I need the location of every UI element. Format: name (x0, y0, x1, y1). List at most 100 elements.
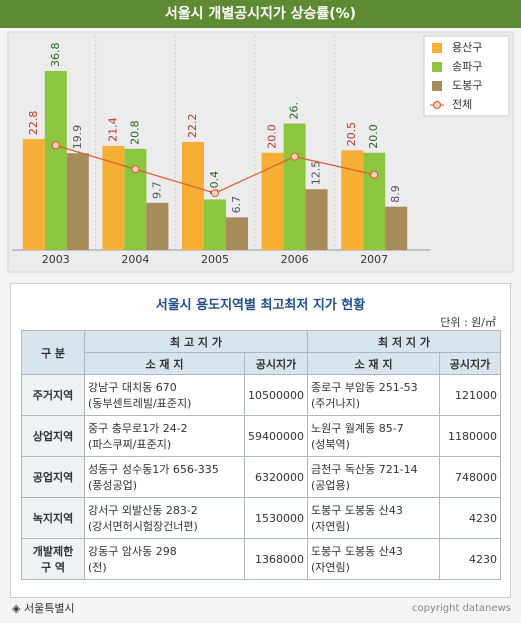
header-cell: 소 재 지 (84, 352, 245, 375)
value-label: 22.8 (27, 111, 40, 136)
cell-line: 녹지지역 (32, 512, 74, 525)
table-cell: 1180000 (439, 415, 501, 457)
header-cell: 공시지가 (243, 352, 308, 375)
cell-line: (전) (88, 561, 107, 574)
value-label: 26. (288, 102, 301, 120)
cell-line: 공업지역 (32, 471, 74, 484)
table-cell: 1530000 (243, 497, 308, 539)
cell-line: (주거나지) (310, 397, 361, 410)
table-title: 서울시 용도지역별 최고최저 지가 현황 (155, 298, 366, 313)
line-marker (290, 152, 299, 161)
table-cell: 59400000 (243, 415, 308, 457)
table-cell: 1368000 (243, 538, 308, 580)
cell-line: (성북역) (310, 438, 350, 451)
value-label: 9.7 (150, 181, 163, 199)
bar (182, 142, 204, 250)
cell-line: (파스쿠찌/표준지) (88, 438, 172, 451)
cell-line: (자연림) (310, 561, 350, 574)
bar (305, 189, 328, 250)
table-cell: 4230 (439, 538, 501, 580)
table-cell: 주거지역 (21, 374, 85, 416)
x-tick-label: 2004 (121, 253, 149, 266)
cell-line: 개발제한 (32, 545, 74, 558)
cell-line: 구 역 (40, 561, 66, 574)
table-cell: 노원구 월계동 85-7 (성북역) (306, 415, 441, 457)
table-cell: 상업지역 (21, 415, 85, 457)
table-cell: 도봉구 도봉동 산43 (자연림) (306, 497, 441, 539)
copyright: copyright datanews (412, 603, 511, 614)
bar (146, 202, 169, 250)
bar (226, 217, 248, 250)
table-cell: 4230 (439, 497, 501, 539)
value-label: 12.5 (310, 161, 323, 186)
table-cell: 6320000 (243, 456, 308, 498)
line-marker (211, 189, 219, 198)
table-cell: 121000 (439, 374, 501, 416)
value-label: 10.4 (208, 171, 221, 196)
table-row: 녹지지역 강서구 외발산동 283-2 (강서면허시험장건너편) 1530000 도봉구… (21, 497, 501, 539)
header-cell: 소 재 지 (306, 352, 441, 375)
x-tick-label: 2007 (360, 253, 388, 266)
x-tick-label: 2005 (201, 253, 229, 266)
cell-line: (풍성공업) (88, 479, 138, 492)
legend-marker (433, 101, 441, 109)
legend-swatch (432, 43, 442, 53)
value-label: 19.9 (71, 125, 84, 150)
table-row: 공업지역 성동구 성수동1가 656-335 (풍성공업) 6320000 금천구 독산… (21, 456, 501, 498)
bar (66, 153, 89, 250)
cell-line: 상업지역 (32, 430, 74, 443)
legend-label: 송파구 (452, 60, 482, 73)
table-cell: 10500000 (243, 374, 308, 416)
table-row: 상업지역 중구 충무로1가 24-2 (파스쿠찌/표준지) 59400000 노원구 월… (21, 415, 501, 457)
cell-line: 노원구 월계동 85-7 (310, 422, 404, 435)
bar (44, 71, 67, 250)
table-cell: 도봉구 도봉동 산43 (자연림) (306, 538, 441, 580)
value-label: 20.0 (266, 124, 279, 148)
chart: 2003 2004 2005 2006 2007 22.8 21.4 22.2 20.0 20.5… (7, 31, 514, 273)
cell-line: 도봉구 도봉동 산43 (310, 504, 403, 517)
unit-label: 단위 : 원/㎡ (440, 316, 496, 329)
x-tick-label: 2006 (281, 253, 309, 266)
cell-line: 종로구 부암동 251-53 (310, 381, 418, 394)
table-cell: 강동구 암사동 298 (전) (84, 538, 245, 580)
table-cell: 강서구 외발산동 283-2 (강서면허시험장건너편) (84, 497, 245, 539)
value-label: 20.0 (367, 124, 380, 148)
legend-label: 도봉구 (452, 79, 482, 92)
legend-label: 용산구 (452, 41, 482, 54)
cell-line: 도봉구 도봉동 산43 (310, 545, 403, 558)
table-cell: 종로구 부암동 251-53 (주거나지) (306, 374, 441, 416)
value-label: 21.4 (106, 117, 119, 141)
bar (385, 206, 408, 250)
bar (363, 152, 386, 250)
bar (261, 152, 284, 250)
line-marker (131, 165, 140, 174)
value-label: 20.8 (128, 120, 141, 145)
table-panel: 서울시 용도지역별 최고최저 지가 현황 단위 : 원/㎡ 구 분 최 고 지 … (10, 283, 511, 598)
legend-swatch (432, 81, 442, 91)
value-label: 6.7 (230, 196, 243, 214)
table-cell: 748000 (439, 456, 501, 498)
header-cell: 최 고 지 가 (84, 330, 308, 353)
chart-title: 서울시 개별공시지가 상승률(%) (0, 0, 521, 28)
header-cell: 공시지가 (439, 352, 501, 375)
cell-line: 주거지역 (32, 389, 74, 402)
table-cell: 강남구 대치동 670 (동부센트레빌/표준지) (84, 374, 245, 416)
cell-line: 강남구 대치동 670 (88, 381, 177, 394)
table-cell: 금천구 독산동 721-14 (공업용) (306, 456, 441, 498)
value-label: 8.9 (389, 185, 402, 203)
source: ◈ 서울특별시 (12, 602, 75, 615)
table-row: 주거지역 강남구 대치동 670 (동부센트레빌/표준지) 10500000 종로구 부… (21, 374, 501, 416)
bar (22, 139, 45, 250)
table: 구 분 최 고 지 가 최 저 지 가 소 재 지 공시지가 소 재 지 공시지… (21, 330, 502, 580)
table-cell: 성동구 성수동1가 656-335 (풍성공업) (84, 456, 245, 498)
header-cell: 최 저 지 가 (306, 330, 502, 353)
value-label: 36.8 (49, 43, 62, 68)
line-marker (370, 170, 379, 179)
value-label: 22.2 (186, 114, 199, 139)
cell-line: (공업용) (310, 479, 350, 492)
value-label: 20.5 (345, 122, 358, 147)
legend-swatch (432, 62, 442, 72)
line-marker (51, 141, 60, 150)
